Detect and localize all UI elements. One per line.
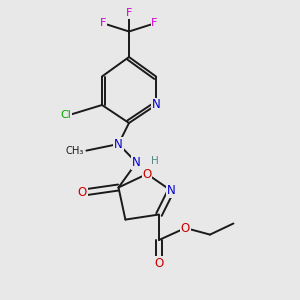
Text: F: F <box>151 18 158 28</box>
Text: O: O <box>78 185 87 199</box>
Text: N: N <box>167 184 176 197</box>
Text: N: N <box>114 137 123 151</box>
Text: N: N <box>152 98 160 112</box>
Text: O: O <box>181 221 190 235</box>
Text: O: O <box>154 257 164 270</box>
Text: F: F <box>126 8 132 19</box>
Text: Cl: Cl <box>61 110 71 120</box>
Text: O: O <box>142 167 152 181</box>
Text: F: F <box>100 18 107 28</box>
Text: CH₃: CH₃ <box>66 146 84 156</box>
Text: N: N <box>132 156 141 169</box>
Text: H: H <box>151 156 158 166</box>
